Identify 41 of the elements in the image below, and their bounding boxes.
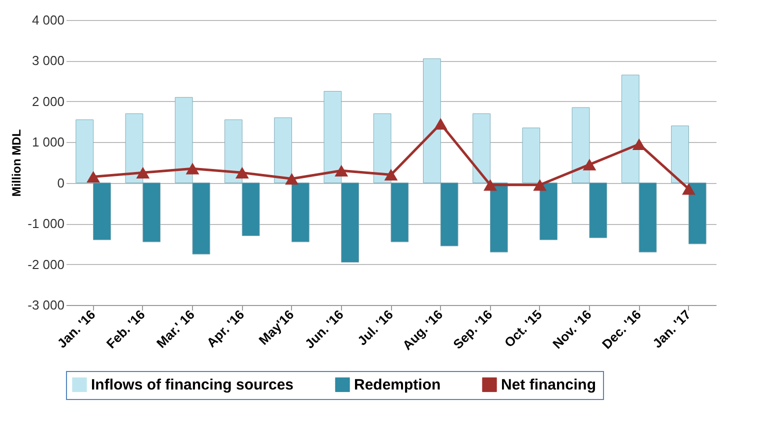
y-tick-label: 3 000 — [32, 53, 64, 68]
point — [484, 179, 497, 191]
bar — [292, 182, 310, 242]
point — [235, 166, 249, 178]
x-tick-label: Jul. '16 — [354, 306, 396, 348]
x-tick-label: Aug. '16 — [400, 306, 446, 353]
y-tick-label: -3 000 — [28, 298, 64, 312]
x-tick-label: Oct. '15 — [501, 306, 545, 350]
x-tick-label: Feb. '16 — [103, 306, 148, 352]
point — [334, 164, 348, 176]
point — [136, 166, 150, 178]
legend-label: Inflows of financing sources — [91, 376, 294, 394]
point — [434, 118, 448, 130]
x-tick-label: Jan. '17 — [650, 306, 694, 351]
point — [285, 172, 298, 185]
point — [582, 158, 596, 170]
legend-label: Redemption — [354, 376, 441, 394]
x-tick-label: Nov. '16 — [550, 306, 594, 352]
bar — [522, 128, 540, 184]
point — [533, 179, 547, 191]
y-tick-label: -1 000 — [28, 216, 64, 232]
point — [86, 170, 100, 183]
x-tick-label: Sep. '16 — [450, 306, 496, 352]
bar — [274, 117, 292, 184]
bar — [490, 182, 508, 252]
y-tick-label: 0 — [57, 175, 64, 190]
y-tick-label: 1 000 — [32, 134, 64, 150]
legend-label: Net financing — [501, 376, 596, 394]
bar — [540, 182, 558, 240]
y-tick-label: 4 000 — [32, 12, 64, 28]
y-tick-label: 2 000 — [32, 94, 64, 109]
y-tick-label: -2 000 — [28, 256, 64, 272]
y-axis-title: Million MDL — [10, 129, 24, 197]
x-tick-label: Dec. '16 — [599, 306, 644, 352]
bar — [472, 113, 490, 184]
point — [384, 168, 398, 181]
x-tick-label: Apr. '16 — [204, 306, 248, 350]
x-tick-label: Jun. '16 — [302, 306, 346, 352]
point — [632, 138, 646, 150]
point — [186, 162, 200, 174]
point — [682, 183, 696, 195]
